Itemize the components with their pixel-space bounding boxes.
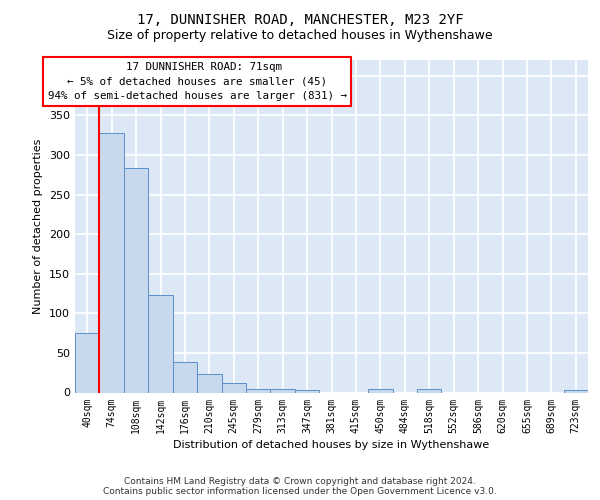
Text: 17, DUNNISHER ROAD, MANCHESTER, M23 2YF: 17, DUNNISHER ROAD, MANCHESTER, M23 2YF (137, 12, 463, 26)
Bar (197, 374, 221, 392)
Text: Contains HM Land Registry data © Crown copyright and database right 2024.
Contai: Contains HM Land Registry data © Crown c… (103, 476, 497, 496)
Bar (124, 168, 148, 392)
Bar (368, 388, 392, 392)
Bar (173, 362, 197, 392)
Bar (271, 390, 295, 392)
Text: 17 DUNNISHER ROAD: 71sqm
← 5% of detached houses are smaller (45)
94% of semi-de: 17 DUNNISHER ROAD: 71sqm ← 5% of detache… (47, 62, 347, 101)
Bar (100, 133, 124, 392)
Y-axis label: Number of detached properties: Number of detached properties (34, 138, 43, 314)
Bar (246, 388, 271, 392)
X-axis label: Distribution of detached houses by size in Wythenshawe: Distribution of detached houses by size … (173, 440, 490, 450)
Bar (417, 390, 442, 392)
Bar (148, 295, 173, 392)
Bar (221, 383, 246, 392)
Bar (75, 333, 100, 392)
Text: Size of property relative to detached houses in Wythenshawe: Size of property relative to detached ho… (107, 29, 493, 42)
Bar (295, 390, 319, 392)
Bar (563, 390, 588, 392)
